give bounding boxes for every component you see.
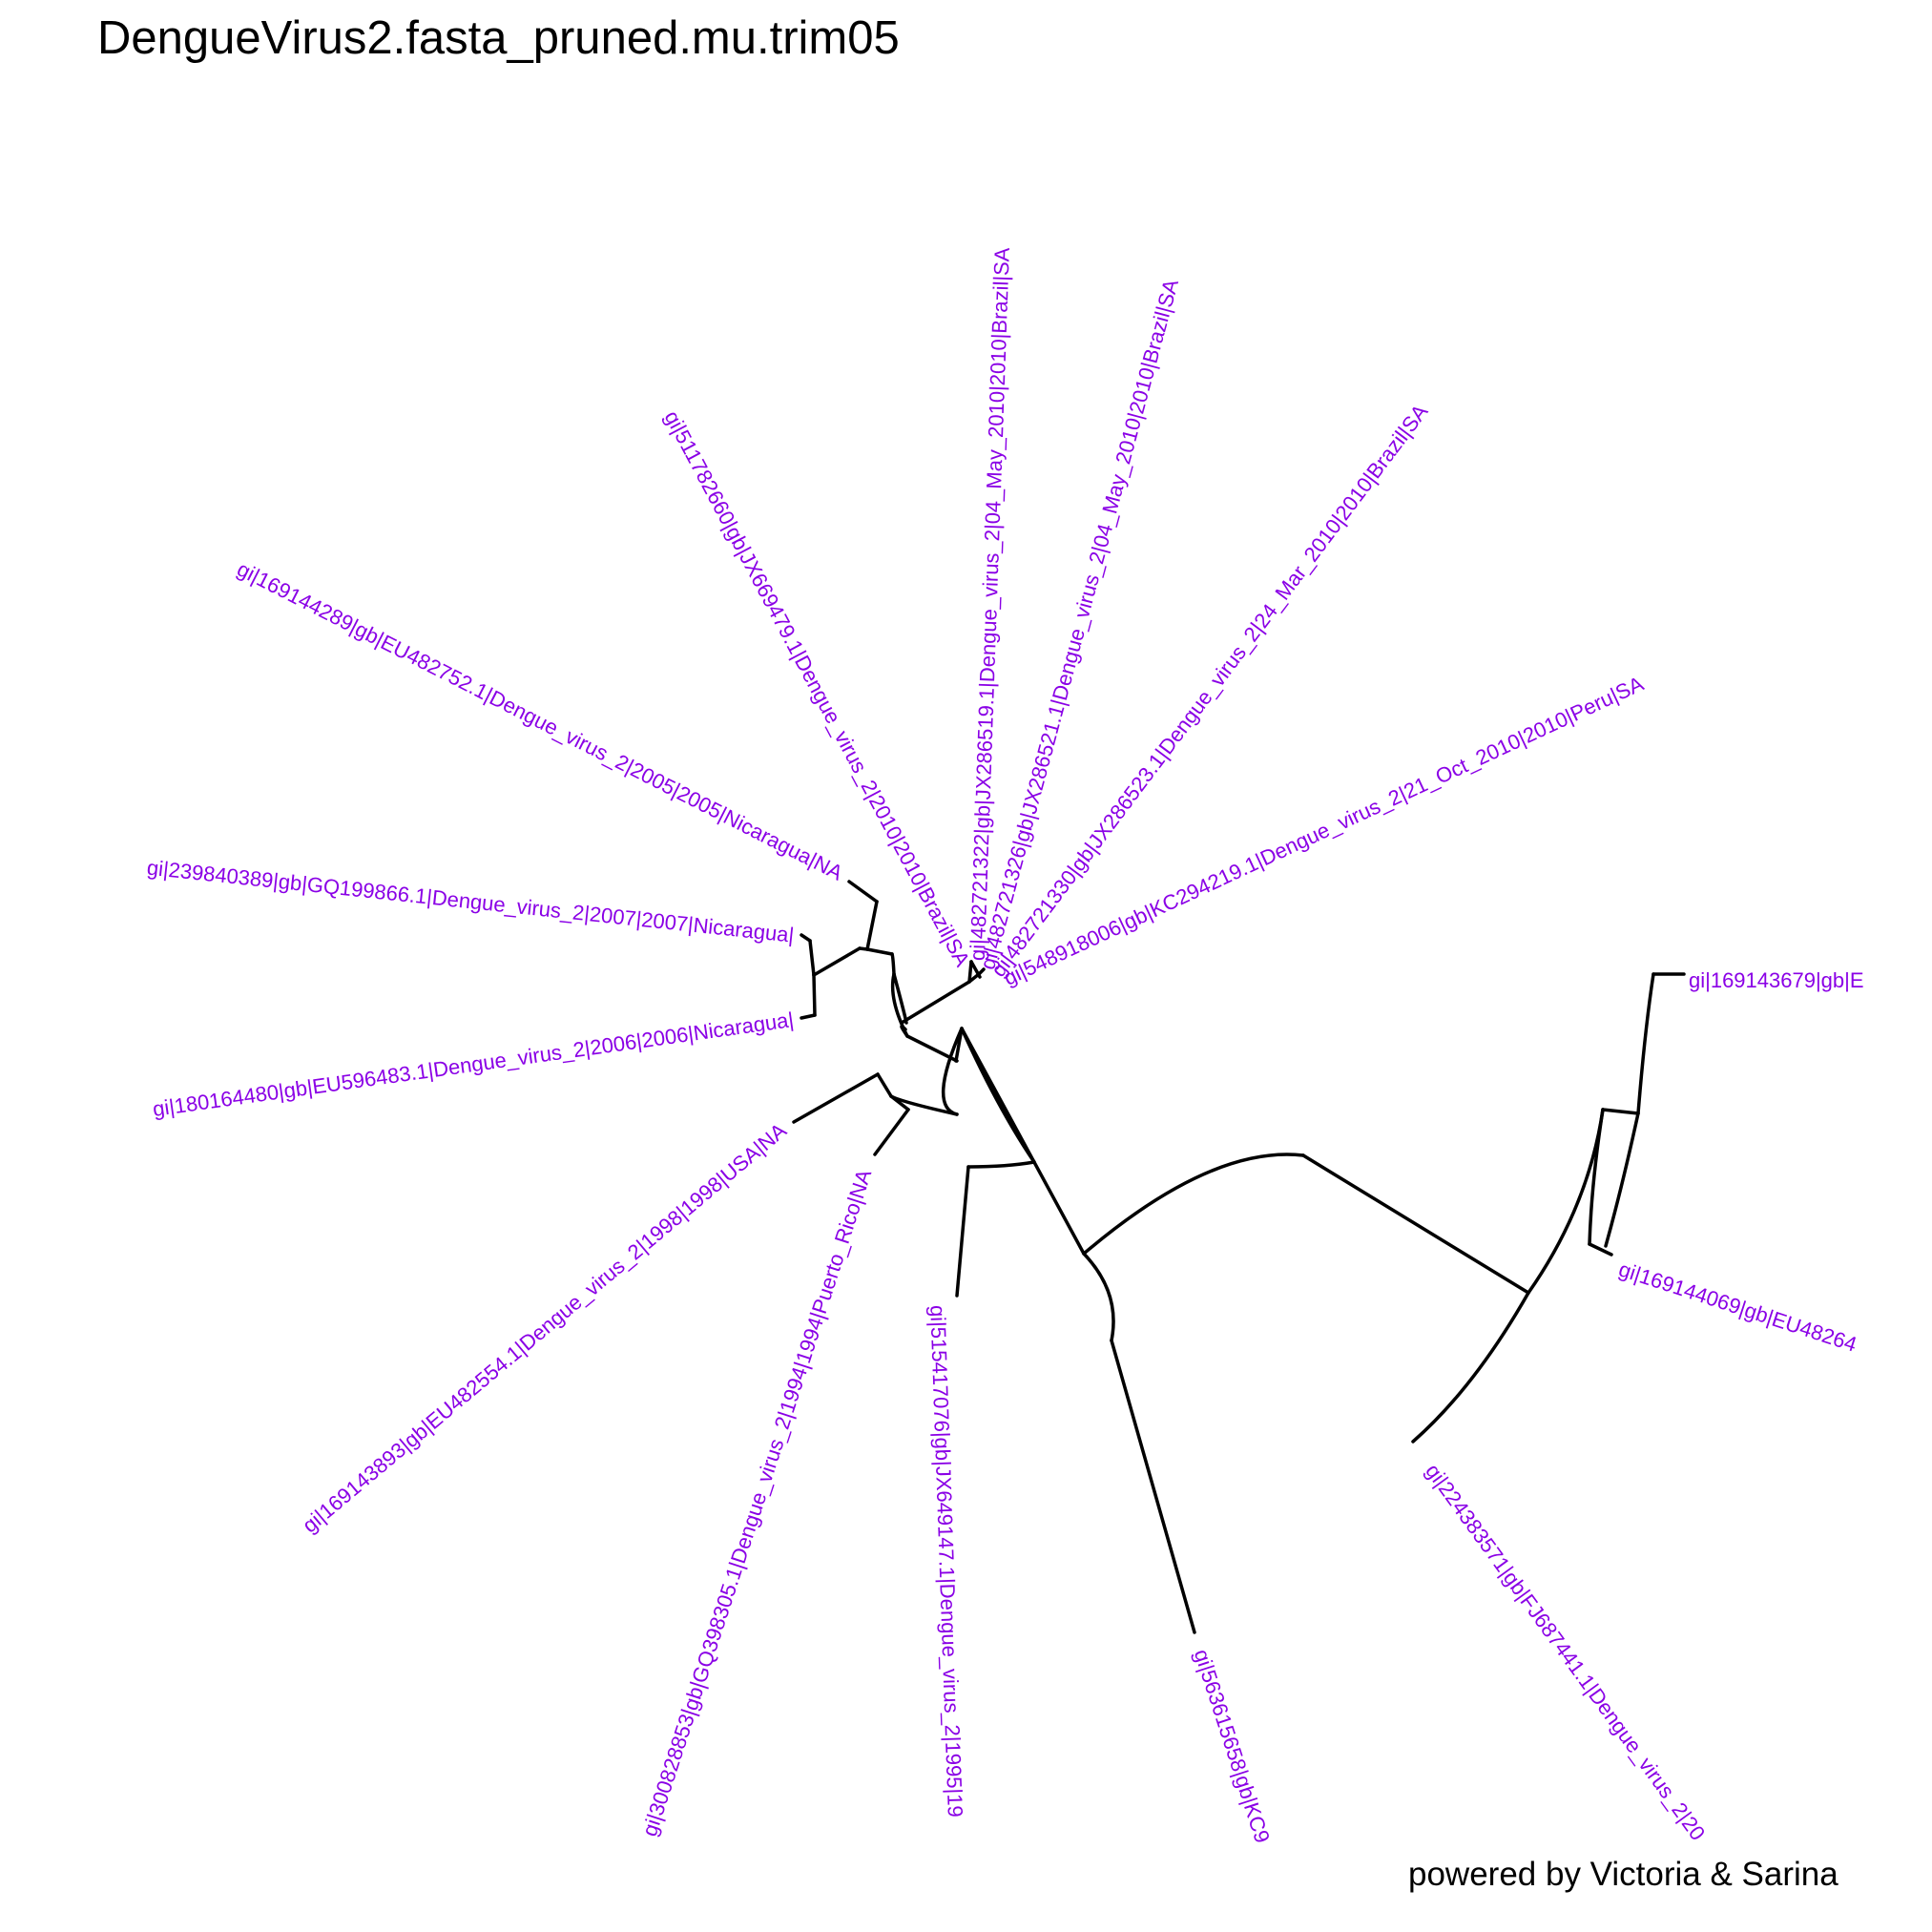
tip-label-t8: gi|180164480|gb|EU596483.1|Dengue_virus_… [151, 1008, 795, 1121]
tree-branch [792, 1072, 880, 1124]
tree-branch [1411, 1291, 1530, 1444]
tree-branch [955, 1165, 970, 1298]
tree-branch [1604, 1111, 1640, 1248]
tip-label-t5: gi|515417076|gb|JX649147.1|Dengue_virus_… [925, 1305, 967, 1818]
tree-branch [890, 952, 896, 976]
tree-branch [1082, 1252, 1115, 1342]
tip-label-t9: gi|239840389|gb|GQ199866.1|Dengue_virus_… [146, 856, 796, 947]
tree-branch [808, 939, 816, 977]
tree-branch [954, 1027, 964, 1063]
tip-label-t4: gi|563615658|gb|KC9 [1190, 1647, 1275, 1846]
tip-label-t10: gi|169144289|gb|EU482752.1|Dengue_virus_… [234, 557, 847, 885]
tip-label-t6: gi|300828853|gb|GQ398305.1|Dengue_virus_… [637, 1166, 876, 1839]
tree-branch [812, 946, 862, 977]
footer-credit: powered by Victoria & Sarina [1408, 1856, 1839, 1893]
tree-branch [905, 1034, 959, 1063]
tree-branch [1301, 1153, 1530, 1295]
tree-branch [977, 967, 986, 976]
tree-title: DengueVirus2.fasta_pruned.mu.trim05 [97, 12, 900, 64]
tree-branch [847, 880, 879, 904]
tip-label-t1: gi|169143679|gb|E [1689, 968, 1864, 992]
tree-branch [800, 1013, 817, 1020]
tree-branch [889, 1094, 910, 1111]
tree-branch [865, 947, 894, 956]
tree-branch [890, 972, 909, 1038]
tip-labels: gi|169143679|gb|E gi|169144069|gb|EU48264… [146, 247, 1864, 1846]
tip-label-t7: gi|169143893|gb|EU482554.1|Dengue_virus_… [298, 1118, 791, 1538]
tree-branch [1110, 1339, 1196, 1634]
tree-branch [1601, 1108, 1640, 1115]
tree-branch [800, 933, 812, 943]
tip-label-t2: gi|169144069|gb|EU48264 [1616, 1257, 1860, 1357]
tree-branch [1588, 1108, 1605, 1246]
tree-branch [892, 972, 908, 1025]
tree-branch [873, 1108, 910, 1156]
tree-branch [1588, 1242, 1613, 1257]
tree-branch [812, 973, 817, 1017]
tree-branch [900, 980, 971, 1025]
tree-branch [1636, 972, 1655, 1115]
tree-branches [792, 880, 1686, 1634]
tree-branch [966, 1160, 1036, 1169]
tree-branch [876, 1072, 893, 1098]
tree-branch [1082, 1153, 1305, 1256]
tree-branch [967, 960, 973, 984]
tree-branch [865, 900, 879, 951]
tree-branch [960, 1027, 1036, 1164]
tip-label-t11: gi|511782660|gb|JX669479.1|Dengue_virus_… [660, 406, 975, 970]
tree-branch [960, 1027, 1086, 1256]
tip-label-t3: gi|224383571|gb|FJ687441.1|Dengue_virus_… [1421, 1460, 1710, 1845]
